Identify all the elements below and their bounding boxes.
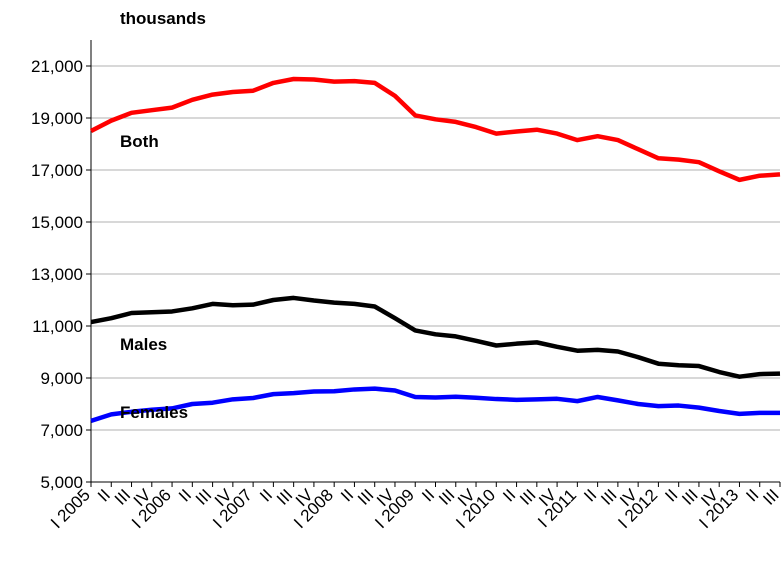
- y-tick-label: 15,000: [31, 213, 83, 232]
- y-axis-label: thousands: [120, 9, 206, 28]
- y-tick-label: 21,000: [31, 57, 83, 76]
- series-line: [90, 295, 781, 379]
- y-tick-label: 17,000: [31, 161, 83, 180]
- series-line: [89, 76, 781, 183]
- series-label: Both: [120, 132, 159, 151]
- y-tick-label: 13,000: [31, 265, 83, 284]
- y-tick-label: 11,000: [32, 317, 83, 336]
- series-label: Females: [120, 403, 188, 422]
- series-label: Males: [120, 335, 167, 354]
- y-tick-label: 19,000: [31, 109, 83, 128]
- x-tick-label: I 2005: [47, 485, 94, 532]
- y-tick-label: 5,000: [40, 473, 83, 492]
- series-line: [90, 386, 780, 424]
- x-tick-label: III: [759, 485, 782, 508]
- y-tick-label: 7,000: [40, 421, 83, 440]
- y-tick-label: 9,000: [40, 369, 83, 388]
